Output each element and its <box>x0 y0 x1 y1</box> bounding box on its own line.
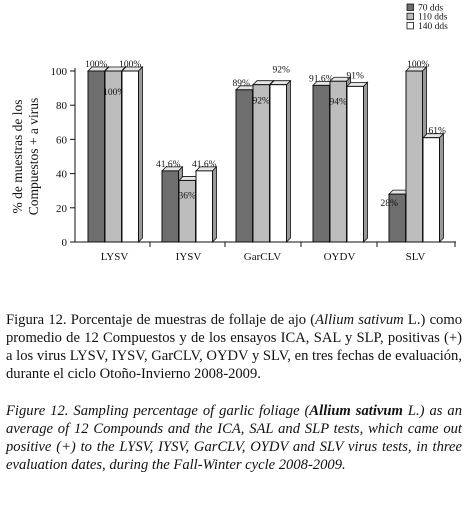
data-label: 28% <box>381 199 399 209</box>
bar-IYSV-140-dds <box>195 170 213 243</box>
data-label: 94% <box>330 97 348 107</box>
data-label: 91.6% <box>309 74 334 84</box>
bar-IYSV-110-dds <box>178 179 196 243</box>
caption-es-text2: L.) como promedio de 12 Compuestos y de … <box>6 311 462 383</box>
category-label: IYSV <box>176 251 202 263</box>
data-label: 61% <box>429 127 447 137</box>
bar-SLV-110-dds <box>405 70 423 243</box>
legend-label: 70 dds <box>418 4 443 14</box>
caption-english: Figure 12. Sampling percentage of garlic… <box>6 402 462 475</box>
y-tick-label: 40 <box>56 169 68 181</box>
data-label: 41.6% <box>192 160 217 170</box>
legend-swatch <box>406 3 414 11</box>
caption-es-text1: Figura 12. Porcentaje de muestras de fol… <box>6 311 316 328</box>
data-label: 100% <box>85 60 107 70</box>
category-label: SLV <box>406 251 426 263</box>
bar-OYDV-140-dds <box>346 85 364 243</box>
bar-chart: 0 20 40 60 80 100 % de muestras de los Compuest… <box>10 3 456 263</box>
data-label: 100% <box>103 88 125 98</box>
data-label: 41.6% <box>156 160 181 170</box>
y-tick-label: 60 <box>56 134 68 146</box>
data-label: 89% <box>233 79 251 89</box>
bar-SLV-140-dds <box>422 137 440 243</box>
bar-side-face <box>439 132 444 243</box>
category-label: LYSV <box>101 251 129 263</box>
y-tick-label: 0 <box>62 237 68 249</box>
bar-GarCLV-110-dds <box>252 84 270 243</box>
data-label: 36% <box>179 191 197 201</box>
bar-GarCLV-140-dds <box>269 84 287 243</box>
data-label: 100% <box>119 60 141 70</box>
data-label: 92% <box>253 97 271 107</box>
category-label: OYDV <box>324 251 356 263</box>
bar-IYSV-70-dds <box>161 170 179 243</box>
legend-label: 140 dds <box>418 22 448 32</box>
y-axis-label-line1: % de muestras de los <box>10 100 25 214</box>
data-label: 91% <box>347 71 365 81</box>
bar-side-face <box>212 165 217 243</box>
data-label: 100% <box>407 60 429 70</box>
caption-en-species: Allium sativum <box>309 402 403 419</box>
bar-chart-figure: 0 20 40 60 80 100 % de muestras de los Compuest… <box>10 3 456 263</box>
bar-side-face <box>363 81 368 243</box>
legend-swatch <box>406 21 414 30</box>
bar-OYDV-70-dds <box>312 84 330 243</box>
legend-swatch <box>406 12 414 21</box>
caption-spanish: Figura 12. Porcentaje de muestras de fol… <box>6 311 462 384</box>
y-axis-label-line2: Compuestos + a virus <box>26 98 41 216</box>
bar-side-face <box>286 79 291 243</box>
caption-es-species: Allium sativum <box>315 311 404 328</box>
bar-LYSV-140-dds <box>121 70 139 243</box>
caption-en-text2: L.) as an average of 12 Compounds and th… <box>6 402 463 474</box>
bar-LYSV-70-dds <box>87 70 105 243</box>
y-tick-label: 20 <box>56 203 68 215</box>
category-label: GarCLV <box>244 251 282 263</box>
y-tick-label: 100 <box>51 66 68 78</box>
bar-side-face <box>138 66 143 243</box>
data-label: 92% <box>273 66 291 76</box>
caption-en-text1: Figure 12. Sampling percentage of garlic… <box>6 402 310 419</box>
y-tick-label: 80 <box>56 100 68 112</box>
legend-label: 110 dds <box>418 13 448 23</box>
bar-GarCLV-70-dds <box>235 89 253 243</box>
